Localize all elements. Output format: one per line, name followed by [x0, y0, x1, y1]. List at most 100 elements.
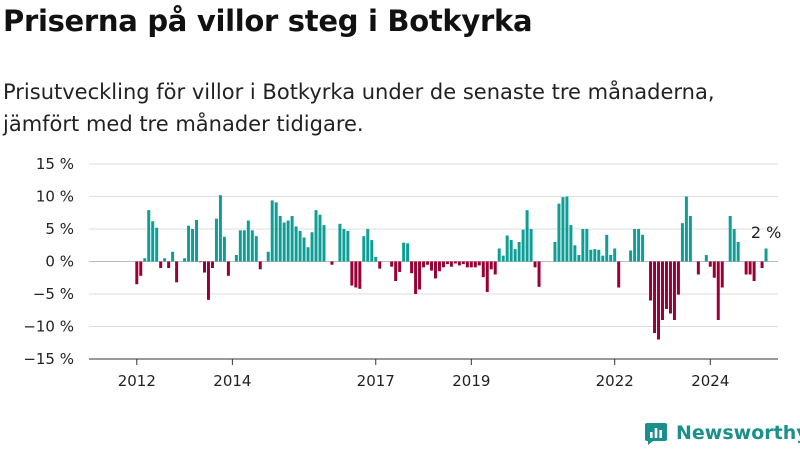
bar	[402, 242, 406, 262]
bar	[441, 261, 445, 268]
bar	[497, 248, 501, 262]
bar	[314, 210, 318, 262]
bar	[609, 255, 613, 262]
bar	[350, 261, 354, 286]
bar	[716, 261, 720, 320]
bar	[533, 261, 537, 268]
bar	[704, 255, 708, 262]
bar	[637, 229, 641, 262]
x-tick-label: 2012	[118, 372, 156, 390]
bar	[649, 261, 653, 301]
bar	[218, 195, 222, 262]
brand-name: Newsworthy	[676, 422, 800, 444]
bar	[147, 210, 151, 262]
x-tick-label: 2019	[452, 372, 490, 390]
bar	[688, 216, 692, 262]
bar	[394, 261, 398, 281]
bar	[434, 261, 437, 279]
bar	[585, 229, 589, 262]
bar	[676, 261, 680, 295]
bar	[445, 261, 449, 265]
bar	[378, 261, 382, 269]
bar	[254, 236, 258, 262]
x-tick-label: 2017	[357, 372, 395, 390]
chart-title: Priserna på villor steg i Botkyrka	[3, 4, 533, 38]
bar	[370, 240, 374, 262]
bar	[469, 261, 473, 268]
x-tick-label: 2024	[691, 372, 729, 390]
bar	[457, 261, 461, 266]
bar	[732, 229, 736, 262]
bar	[521, 229, 525, 262]
bar	[465, 261, 469, 268]
bar	[577, 255, 581, 262]
bar	[310, 232, 314, 262]
bar	[286, 220, 290, 262]
y-tick-label: −15 %	[23, 350, 74, 368]
bar	[183, 258, 187, 262]
bar	[354, 261, 358, 288]
bar	[414, 261, 418, 294]
bar	[529, 229, 533, 262]
bar	[680, 223, 684, 262]
bar	[573, 245, 577, 262]
bar	[187, 225, 191, 262]
bar	[629, 250, 633, 262]
bar	[410, 261, 414, 274]
bar	[517, 242, 521, 262]
bar	[477, 261, 481, 266]
bar	[696, 261, 700, 275]
brand-logo: Newsworthy	[644, 419, 800, 447]
bar	[485, 261, 489, 293]
bar	[561, 197, 565, 262]
bar	[358, 261, 362, 289]
bar	[712, 261, 716, 278]
bar	[294, 226, 298, 262]
bar	[203, 261, 206, 273]
bar	[537, 261, 541, 287]
bar	[752, 261, 756, 281]
chart-subtitle: Prisutveckling för villor i Botkyrka und…	[3, 80, 715, 136]
bar	[390, 261, 394, 267]
bar	[605, 234, 609, 262]
y-tick-label: −5 %	[33, 285, 74, 303]
x-tick-label: 2014	[213, 372, 251, 390]
y-tick-label: 15 %	[36, 155, 74, 173]
bar	[493, 261, 497, 275]
bar	[641, 234, 645, 262]
bar	[167, 261, 171, 268]
latest-value-label: 2 %	[751, 223, 781, 242]
bar	[270, 200, 274, 262]
bar	[278, 216, 282, 262]
bar	[720, 261, 724, 288]
bar	[426, 261, 430, 265]
bar	[242, 230, 246, 262]
bar	[222, 236, 226, 262]
bar	[557, 203, 561, 262]
bar	[418, 261, 422, 290]
bar	[657, 261, 661, 340]
bar	[684, 196, 688, 262]
bar	[569, 225, 573, 262]
bar	[258, 261, 262, 270]
bar	[597, 249, 601, 262]
bar	[422, 261, 426, 268]
x-tick-label: 2022	[596, 372, 634, 390]
bar	[672, 261, 676, 320]
bar	[155, 227, 159, 262]
bar	[175, 261, 179, 283]
bar	[234, 255, 238, 262]
bar	[581, 229, 585, 262]
bar	[589, 249, 593, 262]
bar	[195, 219, 199, 262]
bar	[461, 261, 465, 265]
bar	[143, 258, 147, 262]
bar	[151, 221, 155, 262]
y-tick-label: 10 %	[36, 188, 74, 206]
bar	[653, 261, 657, 333]
bar	[298, 230, 302, 262]
bar	[613, 248, 617, 262]
bar	[398, 261, 402, 272]
bar	[290, 216, 294, 262]
